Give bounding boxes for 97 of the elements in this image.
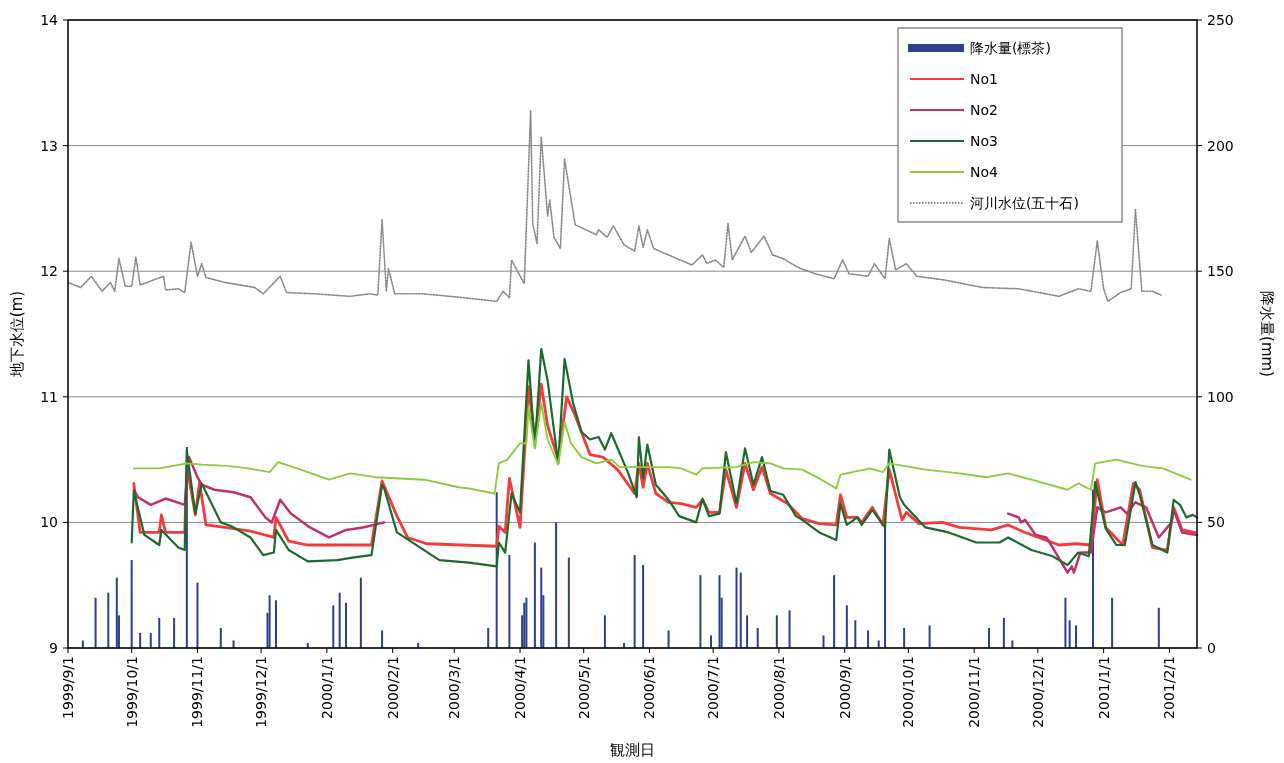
y2-tick-label: 100 [1207, 388, 1234, 405]
y2-tick-label: 0 [1207, 639, 1216, 656]
bar [1002, 617, 1005, 648]
bar [699, 575, 702, 648]
bar [710, 635, 713, 648]
y2-tick-label: 250 [1207, 11, 1234, 28]
bar [196, 582, 199, 648]
bar [833, 575, 836, 648]
bar [928, 625, 931, 648]
bar [867, 630, 870, 648]
bar [158, 617, 161, 648]
bar [1075, 625, 1078, 648]
bar [854, 620, 857, 648]
bar [1064, 597, 1067, 648]
x-tick-label: 2001/2/1 [1161, 656, 1178, 719]
bar [567, 557, 570, 648]
bar [173, 617, 176, 648]
bar [523, 602, 526, 648]
bar [268, 595, 271, 648]
legend-label: No4 [970, 163, 999, 180]
bar [988, 627, 991, 648]
x-tick-label: 2001/1/1 [1095, 656, 1112, 719]
bar [274, 600, 277, 648]
y-tick-label: 10 [40, 514, 58, 531]
y-tick-label: 14 [40, 11, 59, 28]
line-series [132, 402, 1192, 495]
bar [149, 632, 152, 648]
bar [1111, 597, 1114, 648]
bar [1011, 640, 1014, 648]
bar [1157, 607, 1160, 648]
x-tick-label: 2000/12/1 [1029, 656, 1046, 728]
x-tick-label: 2000/10/1 [900, 656, 917, 728]
bar [633, 555, 636, 648]
bar [845, 605, 848, 648]
legend-label: No2 [970, 101, 998, 118]
y2-tick-label: 200 [1207, 137, 1234, 154]
bar [603, 615, 606, 648]
bar [540, 567, 543, 648]
legend-label: No3 [970, 132, 998, 149]
bar [130, 560, 133, 648]
y-axis-title: 地下水位(m) [8, 290, 26, 379]
y2-axis-title: 降水量(mm) [1258, 291, 1276, 377]
x-tick-label: 2000/7/1 [705, 656, 722, 719]
x-tick-label: 1999/12/1 [253, 656, 270, 728]
x-tick-label: 2000/8/1 [770, 656, 787, 719]
y2-tick-label: 150 [1207, 263, 1234, 280]
bar [338, 592, 341, 648]
bar [232, 640, 235, 648]
bar [94, 597, 97, 648]
x-tick-label: 1999/9/1 [59, 656, 76, 719]
bar [555, 522, 558, 648]
line-series [130, 347, 1199, 568]
bar [642, 565, 645, 648]
y-tick-label: 13 [40, 137, 58, 154]
x-tick-label: 2000/1/1 [318, 656, 335, 719]
bar [219, 627, 222, 648]
legend-label: No1 [970, 70, 998, 87]
x-tick-label: 2000/2/1 [384, 656, 401, 719]
x-tick-label: 2000/6/1 [641, 656, 658, 719]
y-tick-label: 12 [40, 263, 58, 280]
x-tick-label: 2000/5/1 [575, 656, 592, 719]
bar [139, 632, 142, 648]
x-tick-label: 2000/3/1 [446, 656, 463, 719]
bar [903, 627, 906, 648]
y-tick-label: 11 [40, 388, 58, 405]
y2-tick-label: 50 [1207, 514, 1225, 531]
x-tick-label: 2000/11/1 [966, 656, 983, 728]
bar [332, 605, 335, 648]
bar [788, 610, 791, 648]
bar [735, 567, 738, 648]
bar [667, 630, 670, 648]
bar [756, 627, 759, 648]
bar [107, 592, 110, 648]
bar [1068, 620, 1071, 648]
x-tick-label: 2000/9/1 [836, 656, 853, 719]
bar [739, 572, 742, 648]
bar [746, 615, 749, 648]
bar [822, 635, 825, 648]
bar [508, 555, 511, 648]
legend-label: 河川水位(五十石) [970, 194, 1079, 211]
bar [359, 577, 362, 648]
bar [81, 640, 84, 648]
bar [775, 615, 778, 648]
legend-label: 降水量(標茶) [970, 39, 1051, 56]
bar [877, 640, 880, 648]
bar [345, 602, 348, 648]
y-tick-label: 9 [49, 639, 58, 656]
bar [487, 627, 490, 648]
bar [381, 630, 384, 648]
x-tick-label: 1999/10/1 [123, 656, 140, 728]
bar [718, 575, 721, 648]
x-tick-label: 1999/11/1 [189, 656, 206, 728]
bar [525, 597, 528, 648]
bar [533, 542, 536, 648]
x-tick-label: 2000/4/1 [511, 656, 528, 719]
bar [115, 577, 118, 648]
x-axis-title: 観測日 [610, 741, 655, 759]
